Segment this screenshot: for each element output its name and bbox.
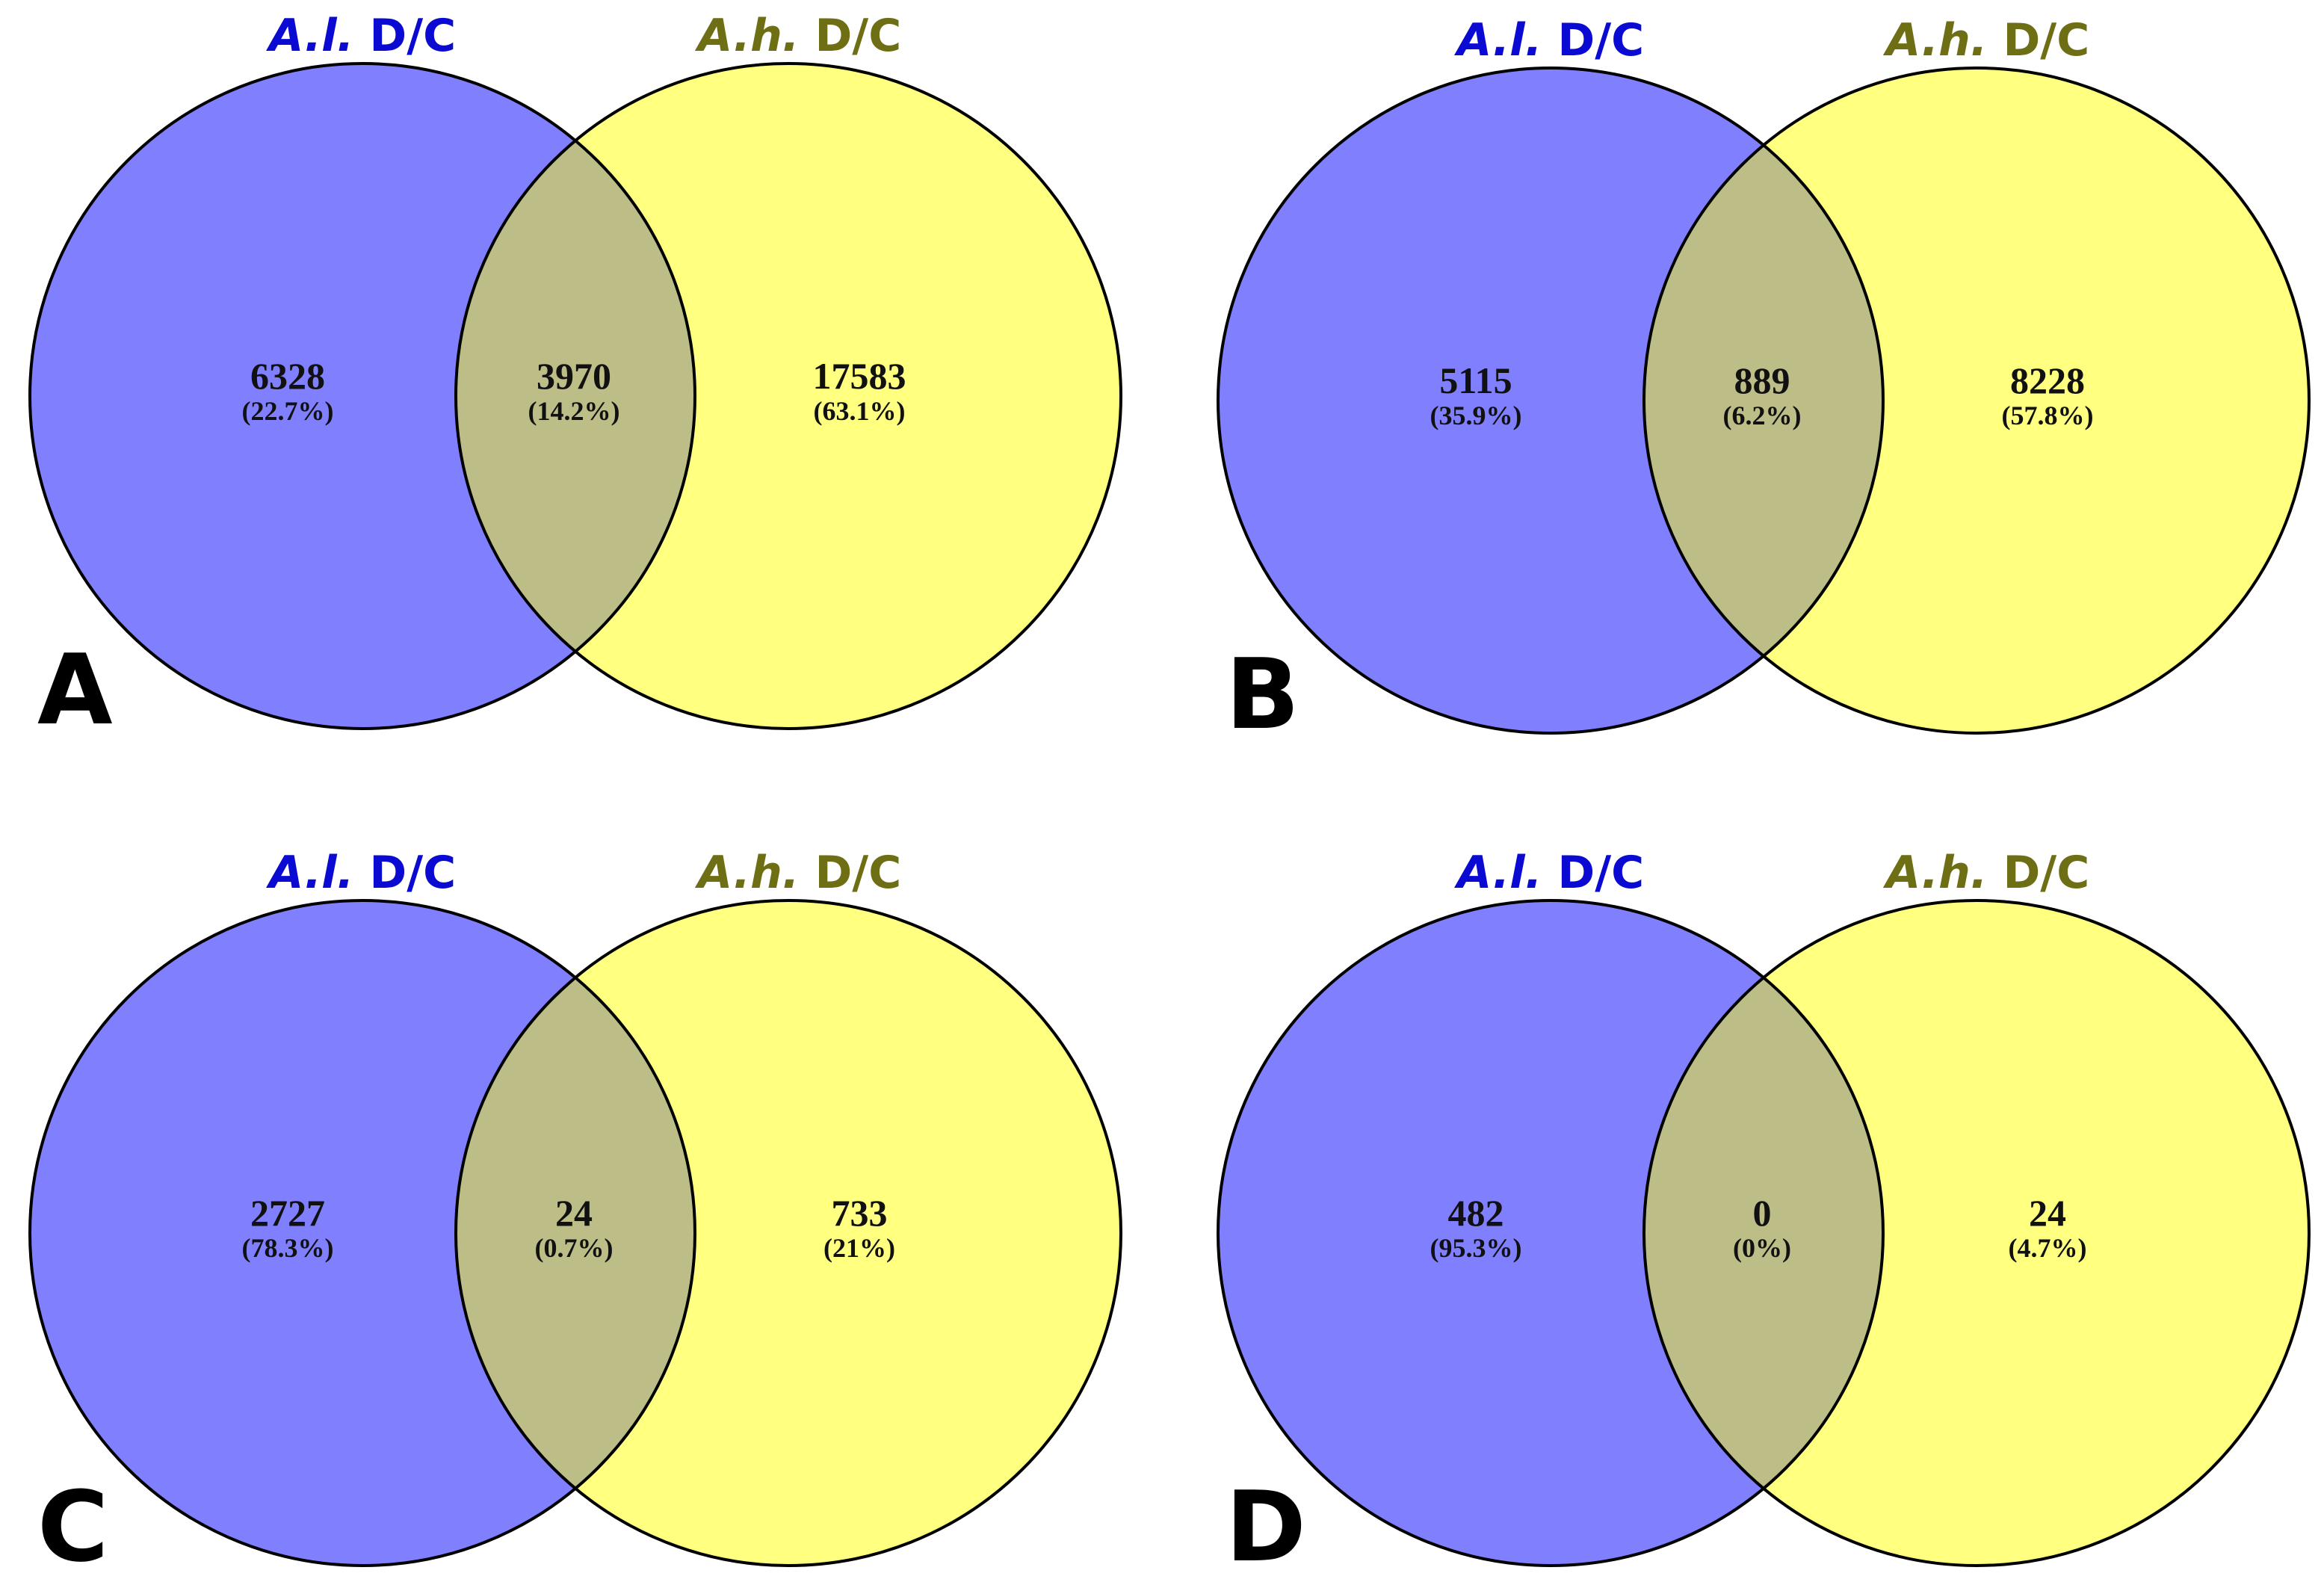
set-a-outline [28,62,696,730]
set-a-suffix: D/C [1542,14,1645,67]
overlap-region [1644,145,1883,656]
region-percent-a-h-only: (4.7%) [2009,1233,2087,1263]
set-a-abbrev: A.l. [1454,14,1542,67]
region-percent-a-h-only: (63.1%) [814,396,906,426]
set-a-label: A.l. D/C [1454,847,1644,899]
set-b-abbrev: A.h. [1883,14,1988,67]
set-a-suffix: D/C [354,10,457,62]
set-b-outline [454,62,1122,730]
set-b-abbrev: A.h. [1883,847,1988,899]
set-a-label: A.l. D/C [266,10,456,62]
region-count-a-l-only: 6328 [250,355,325,397]
set-b-label: A.h. D/C [1883,847,2090,899]
set-b-suffix: D/C [800,10,902,62]
region-percent-a-l-only: (22.7%) [242,396,334,426]
set-b-abbrev: A.h. [695,847,800,899]
region-percent-a-l-only: (95.3%) [1430,1233,1522,1263]
set-a-abbrev: A.l. [1454,847,1542,899]
set-b-label: A.h. D/C [695,847,902,899]
set-a-abbrev: A.l. [266,10,354,62]
region-count-a-l-only: 482 [1448,1192,1504,1234]
region-percent-a-h-only: (21%) [823,1233,895,1263]
region-count-both: 3970 [537,355,611,397]
region-count-both: 0 [1753,1192,1772,1234]
set-a-suffix: D/C [354,847,457,899]
region-count-a-l-only: 5115 [1439,359,1512,401]
venn-panel-b: A.l. D/C A.h. D/C5115(35.9%)889(6.2%)8228… [1217,14,2311,751]
overlap-region [456,977,695,1489]
region-count-both: 889 [1734,359,1790,401]
set-a-abbrev: A.l. [266,847,354,899]
panel-letter: C [37,1470,108,1584]
region-percent-a-l-only: (35.9%) [1430,401,1522,430]
region-percent-both: (0%) [1733,1233,1791,1263]
overlap-region [456,140,695,652]
set-b-label: A.h. D/C [695,10,902,62]
region-count-a-h-only: 24 [2029,1192,2066,1234]
set-a-label: A.l. D/C [1454,14,1644,67]
set-b-outline [1642,899,2311,1567]
set-a-outline [1217,67,1885,735]
region-percent-both: (14.2%) [528,396,620,426]
set-a-label: A.l. D/C [266,847,456,899]
venn-panel-a: A.l. D/C A.h. D/C6328(22.7%)3970(14.2%)17… [28,10,1122,747]
set-b-suffix: D/C [1988,14,2090,67]
region-percent-both: (6.2%) [1723,401,1802,430]
region-count-a-l-only: 2727 [250,1192,325,1234]
panel-letter: A [37,633,113,747]
region-percent-a-h-only: (57.8%) [2002,401,2094,430]
set-b-outline [454,899,1122,1567]
region-percent-a-l-only: (78.3%) [242,1233,334,1263]
set-a-outline [1217,899,1885,1567]
region-count-a-h-only: 733 [832,1192,888,1234]
panel-letter: D [1226,1470,1306,1584]
region-count-a-h-only: 17583 [813,355,906,397]
set-b-label: A.h. D/C [1883,14,2090,67]
set-b-suffix: D/C [800,847,902,899]
set-b-outline [1642,67,2311,735]
set-a-suffix: D/C [1542,847,1645,899]
venn-panel-c: A.l. D/C A.h. D/C2727(78.3%)24(0.7%)733(2… [28,847,1122,1584]
region-count-both: 24 [555,1192,593,1234]
region-percent-both: (0.7%) [535,1233,614,1263]
panel-letter: B [1226,637,1299,751]
set-a-outline [28,899,696,1567]
set-b-suffix: D/C [1988,847,2090,899]
set-b-abbrev: A.h. [695,10,800,62]
overlap-region [1644,977,1883,1489]
region-count-a-h-only: 8228 [2010,359,2085,401]
